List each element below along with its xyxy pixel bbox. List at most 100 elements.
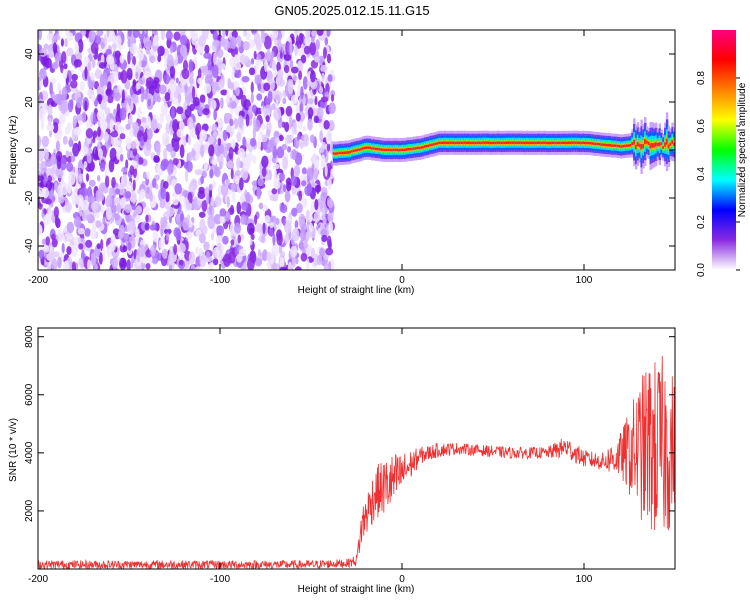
ridge-cell <box>465 141 469 145</box>
noise-cell <box>198 34 206 48</box>
ridge-cell <box>447 141 450 145</box>
x-tick-label: -200 <box>28 275 48 286</box>
noise-cell <box>282 97 287 105</box>
noise-cell <box>167 252 175 266</box>
noise-cell <box>191 86 196 100</box>
noise-cell <box>64 38 68 48</box>
noise-cell <box>193 203 199 211</box>
noise-cell <box>204 44 210 54</box>
ridge-cell <box>551 141 554 145</box>
ridge-cell <box>593 142 596 145</box>
ridge-cell <box>472 141 476 145</box>
noise-cell <box>83 160 88 168</box>
noise-cell <box>134 214 141 224</box>
ridge-cell <box>409 147 412 151</box>
noise-cell <box>113 197 122 205</box>
ridge-cell <box>600 143 603 146</box>
noise-cell <box>156 142 161 156</box>
noise-cell <box>250 233 255 241</box>
noise-cell <box>290 126 295 141</box>
noise-cell <box>247 257 255 270</box>
noise-cell <box>235 169 241 177</box>
ridge-cell <box>354 149 358 152</box>
noise-cell <box>286 181 292 192</box>
noise-cell <box>114 121 122 132</box>
noise-cell <box>125 191 132 199</box>
noise-cell <box>172 198 179 206</box>
noise-cell <box>164 91 171 102</box>
noise-cell <box>84 100 88 112</box>
spectrogram-x-label: Height of straight line (km) <box>298 285 415 296</box>
noise-cell <box>76 97 83 109</box>
noise-cell <box>85 128 94 139</box>
noise-cell <box>238 248 247 257</box>
noise-cell <box>56 155 62 170</box>
ridge-cell <box>611 144 614 147</box>
colorbar-tick-label: 0.4 <box>696 167 707 181</box>
noise-cell <box>45 158 54 168</box>
noise-cell <box>303 45 311 55</box>
noise-cell <box>185 199 190 207</box>
noise-cell <box>43 208 47 215</box>
ridge-cell <box>343 151 347 154</box>
x-tick-label: 0 <box>399 275 405 286</box>
noise-cell <box>39 243 46 250</box>
noise-cell <box>266 70 273 82</box>
noise-cell <box>262 222 266 235</box>
noise-cell <box>222 146 228 158</box>
noise-cell <box>145 214 149 223</box>
ridge-cell <box>669 142 672 146</box>
noise-cell <box>161 132 170 146</box>
noise-cell <box>272 163 280 170</box>
noise-cell <box>202 65 208 76</box>
noise-cell <box>118 183 125 196</box>
noise-cell <box>90 252 96 266</box>
noise-cell <box>135 231 140 244</box>
ridge-cell <box>351 150 354 153</box>
colorbar-tick-label: 0.8 <box>696 71 707 85</box>
noise-cell <box>319 130 324 143</box>
noise-cell <box>103 94 108 103</box>
ridge-cell <box>456 141 460 144</box>
noise-cell <box>237 234 242 244</box>
noise-cell <box>190 178 198 191</box>
noise-cell <box>240 167 249 181</box>
ridge-cell <box>482 141 485 144</box>
noise-cell <box>320 146 325 153</box>
noise-cell <box>44 148 49 161</box>
noise-cell <box>136 82 141 90</box>
noise-cell <box>210 232 214 241</box>
noise-cell <box>96 175 101 182</box>
noise-cell <box>317 106 324 120</box>
noise-cell <box>326 142 331 152</box>
noise-cell <box>137 51 144 61</box>
ridge-cell <box>420 146 423 149</box>
noise-cell <box>199 94 206 104</box>
ridge-cell <box>580 141 583 145</box>
noise-cell <box>261 167 267 178</box>
noise-cell <box>303 133 309 146</box>
noise-cell <box>165 30 173 41</box>
noise-cell <box>122 173 128 188</box>
ridge-cell <box>598 142 601 146</box>
noise-cell <box>289 59 294 70</box>
noise-cell <box>260 105 264 114</box>
ridge-cell <box>653 143 656 148</box>
noise-cell <box>321 72 325 83</box>
noise-cell <box>152 178 157 189</box>
noise-cell <box>271 243 280 257</box>
noise-cell <box>219 208 227 217</box>
ridge-cell <box>478 141 481 144</box>
noise-cell <box>106 30 110 38</box>
noise-cell <box>295 112 301 122</box>
noise-cell <box>261 134 268 143</box>
ridge-cell <box>509 141 512 144</box>
noise-cell <box>177 92 182 104</box>
noise-cell <box>157 45 165 57</box>
noise-cell <box>132 79 137 87</box>
noise-cell <box>73 216 82 228</box>
ridge-cell <box>660 142 663 146</box>
noise-cell <box>156 122 163 130</box>
noise-cell <box>52 42 58 54</box>
noise-cell <box>52 121 59 134</box>
